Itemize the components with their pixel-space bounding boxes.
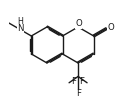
- Text: H: H: [17, 17, 23, 26]
- Text: F: F: [76, 88, 81, 98]
- Text: O: O: [107, 23, 114, 32]
- Text: O: O: [75, 19, 82, 28]
- Text: N: N: [17, 24, 24, 33]
- Text: F: F: [72, 77, 77, 86]
- Text: F: F: [80, 77, 85, 86]
